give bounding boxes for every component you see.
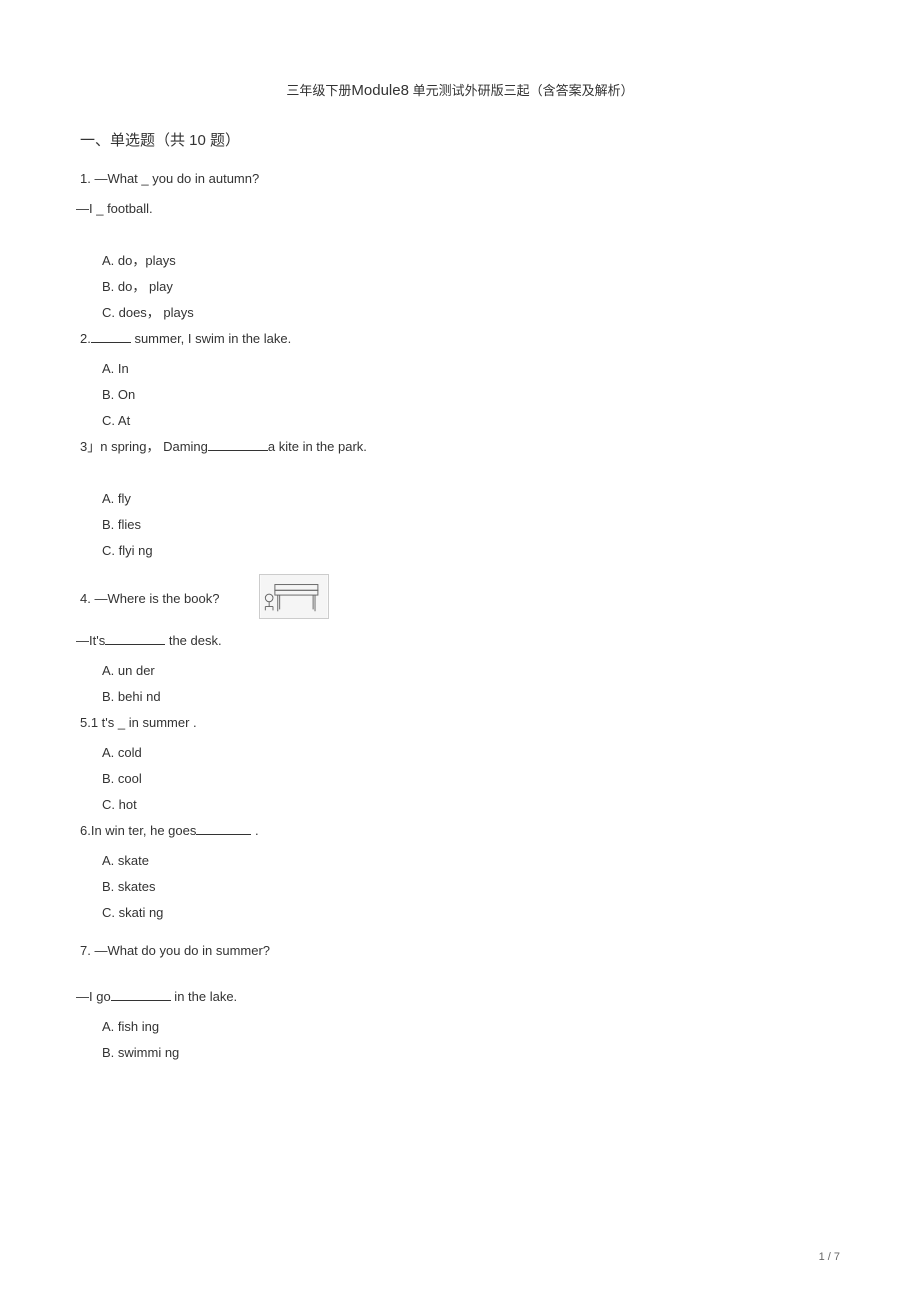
q1-line1: 1. —What _ you do in autumn? — [80, 166, 840, 192]
q4-options: A. un der B. behi nd — [80, 658, 840, 710]
q7-l2-suffix: in the lake. — [171, 989, 238, 1004]
q6-line1: 6.In win ter, he goes . — [80, 818, 840, 844]
q7-option-a: A. fish ing — [102, 1014, 840, 1040]
blank-fill — [105, 632, 165, 645]
spacer — [80, 226, 840, 248]
title-suffix: 单元测试外研版三起（含答案及解析） — [413, 83, 634, 98]
spacer — [80, 926, 840, 938]
q2-suffix: summer, I swim in the lake. — [131, 331, 291, 346]
q3-options: A. fly B. flies C. flyi ng — [80, 486, 840, 564]
q3-option-b: B. flies — [102, 512, 840, 538]
q3-prefix: 3」n spring， Daming — [80, 439, 208, 454]
q5-line1: 5.1 t's _ in summer . — [80, 710, 840, 736]
q3-line1: 3」n spring， Daming a kite in the park. — [80, 434, 840, 460]
title-prefix: 三年级下册 — [286, 83, 351, 98]
q1-option-a: A. do，plays — [102, 248, 840, 274]
q2-option-b: B. On — [102, 382, 840, 408]
q2-options: A. In B. On C. At — [80, 356, 840, 434]
section-header-suffix: 题） — [206, 132, 240, 149]
q3-option-c: C. flyi ng — [102, 538, 840, 564]
question-4: 4. —Where is the book? — [80, 574, 840, 628]
question-6: 6.In win ter, he goes . — [80, 818, 840, 844]
blank-fill — [208, 438, 268, 451]
q4-l2-prefix: —It's — [76, 633, 105, 648]
q7-line2-wrap: —I go in the lake. — [80, 984, 840, 1010]
q4-option-a: A. un der — [102, 658, 840, 684]
q6-option-a: A. skate — [102, 848, 840, 874]
page-number: 1 / 7 — [819, 1251, 840, 1263]
q1-options: A. do，plays B. do， play C. does， plays — [80, 248, 840, 326]
q2-prefix: 2. — [80, 331, 91, 346]
q4-option-b: B. behi nd — [102, 684, 840, 710]
q2-option-c: C. At — [102, 408, 840, 434]
spacer — [80, 564, 840, 574]
q5-options: A. cold B. cool C. hot — [80, 740, 840, 818]
q4-line2-wrap: —It's the desk. — [80, 628, 840, 654]
q5-option-b: B. cool — [102, 766, 840, 792]
blank-fill — [91, 330, 131, 343]
q5-option-c: C. hot — [102, 792, 840, 818]
question-5: 5.1 t's _ in summer . — [80, 710, 840, 736]
q5-option-a: A. cold — [102, 740, 840, 766]
q1-option-b: B. do， play — [102, 274, 840, 300]
q7-line2: —I go in the lake. — [76, 984, 840, 1010]
question-7: 7. —What do you do in summer? — [80, 938, 840, 964]
q6-option-c: C. skati ng — [102, 900, 840, 926]
section-header-prefix: 一、单选题（共 — [80, 132, 189, 149]
q2-line1: 2. summer, I swim in the lake. — [80, 326, 840, 352]
q7-line1: 7. —What do you do in summer? — [80, 938, 840, 964]
q7-option-b: B. swimmi ng — [102, 1040, 840, 1066]
q7-options: A. fish ing B. swimmi ng — [80, 1014, 840, 1066]
q1-line2-wrap: —I _ football. — [80, 196, 840, 222]
q6-suffix: . — [251, 823, 258, 838]
spacer — [80, 464, 840, 486]
q6-option-b: B. skates — [102, 874, 840, 900]
document-title: 三年级下册Module8 单元测试外研版三起（含答案及解析） — [80, 80, 840, 99]
spacer — [80, 968, 840, 984]
q1-option-c: C. does， plays — [102, 300, 840, 326]
question-1: 1. —What _ you do in autumn? — [80, 166, 840, 192]
q4-l2-suffix: the desk. — [165, 633, 221, 648]
page-container: 三年级下册Module8 单元测试外研版三起（含答案及解析） 一、单选题（共 1… — [0, 0, 920, 1106]
q6-prefix: 6.In win ter, he goes — [80, 823, 196, 838]
desk-icon — [259, 574, 329, 628]
q4-line2: —It's the desk. — [76, 628, 840, 654]
section-1-header: 一、单选题（共 10 题） — [80, 129, 840, 150]
q1-line2: —I _ football. — [76, 196, 840, 222]
q2-option-a: A. In — [102, 356, 840, 382]
title-module: Module8 — [351, 82, 409, 99]
question-3: 3」n spring， Daming a kite in the park. — [80, 434, 840, 460]
q3-suffix: a kite in the park. — [268, 439, 367, 454]
q6-options: A. skate B. skates C. skati ng — [80, 848, 840, 926]
question-2: 2. summer, I swim in the lake. — [80, 326, 840, 352]
q3-option-a: A. fly — [102, 486, 840, 512]
blank-fill — [196, 822, 251, 835]
blank-fill — [111, 988, 171, 1001]
q4-line1: 4. —Where is the book? — [80, 586, 219, 612]
section-question-count: 10 — [189, 132, 206, 149]
q7-l2-prefix: —I go — [76, 989, 111, 1004]
